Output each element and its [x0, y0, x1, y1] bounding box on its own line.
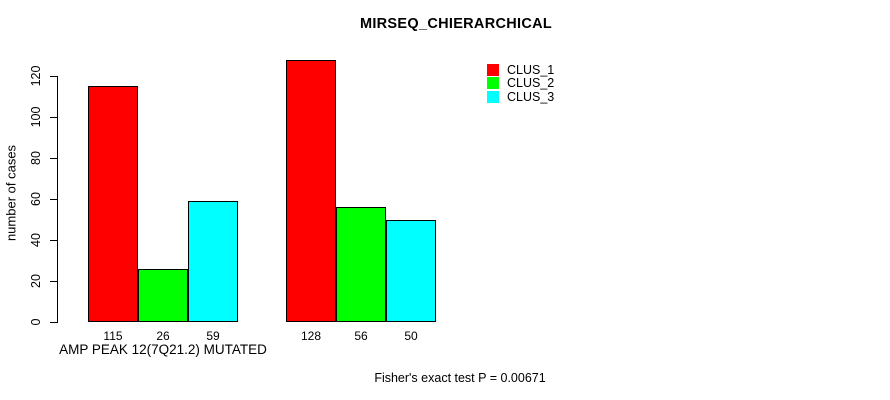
legend-row-clus_3: CLUS_3: [487, 90, 554, 104]
bar-clus_2-group1: [138, 269, 188, 322]
bar-value-label: 26: [156, 329, 170, 343]
legend-row-clus_1: CLUS_1: [487, 63, 554, 77]
fisher-test-annotation: Fisher's exact test P = 0.00671: [374, 371, 546, 385]
y-axis-tick: [50, 76, 57, 77]
y-axis-line: [57, 76, 58, 323]
legend-row-clus_2: CLUS_2: [487, 76, 555, 91]
y-axis-tick: [50, 240, 57, 241]
bar-value-label: 56: [354, 329, 368, 343]
legend-swatch-icon: [487, 90, 499, 103]
y-axis-tick-label: 100: [29, 106, 43, 128]
y-axis-tick-label: 120: [29, 65, 43, 87]
chart-title: MIRSEQ_CHIERARCHICAL: [359, 16, 553, 32]
bar-value-label: 128: [300, 329, 322, 343]
bar-value-label: 59: [206, 329, 220, 343]
bar-clus_3-group1: [188, 201, 238, 322]
y-axis-tick-label: 20: [29, 274, 43, 288]
bar-value-label: 115: [103, 329, 123, 343]
y-axis-tick: [50, 322, 57, 323]
bar-clus_3-group2: [386, 220, 436, 322]
y-axis-tick: [50, 117, 57, 118]
y-axis-tick: [50, 199, 57, 200]
bar-clus_2-group2: [336, 207, 386, 322]
y-axis-tick: [50, 281, 57, 282]
y-axis-tick: [50, 158, 57, 159]
y-axis-title: number of cases: [3, 144, 19, 242]
bar-clus_1-group1: [88, 86, 138, 322]
y-axis-tick-label: 40: [29, 233, 43, 247]
legend-label: CLUS_1: [507, 62, 555, 77]
bar-value-label: 50: [404, 329, 418, 343]
y-axis-tick-label: 60: [29, 192, 43, 206]
legend-label: CLUS_2: [507, 76, 555, 91]
legend-swatch-icon: [487, 77, 499, 90]
legend: CLUS_1 CLUS_2 CLUS_3: [487, 63, 554, 104]
y-axis-tick-label: 80: [29, 151, 43, 165]
group-label: AMP PEAK 12(7Q21.2) MUTATED: [59, 342, 267, 357]
legend-swatch-icon: [487, 63, 499, 76]
y-axis-tick-label: 0: [29, 318, 43, 326]
bar-clus_1-group2: [286, 60, 336, 322]
legend-label: CLUS_3: [507, 89, 555, 104]
